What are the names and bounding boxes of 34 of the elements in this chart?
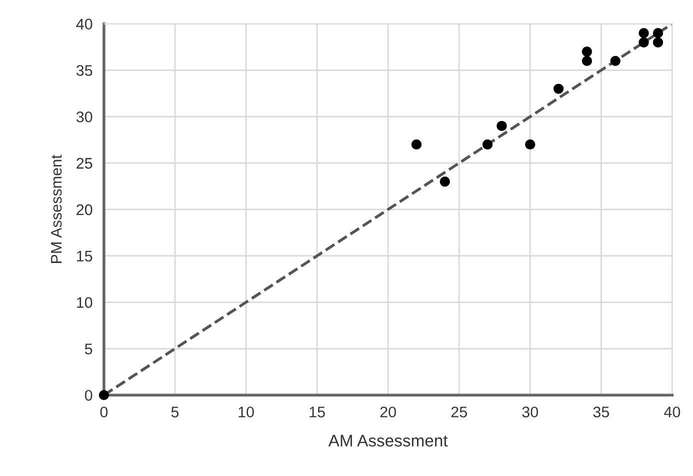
y-tick-label: 25 (76, 158, 92, 169)
x-tick-label: 5 (171, 406, 179, 418)
point (496, 120, 507, 131)
x-axis-title: AM Assessment (328, 434, 448, 447)
point (98, 390, 110, 400)
y-tick-label: 0 (84, 390, 92, 401)
x-tick-label: 35 (593, 406, 610, 418)
x-tick-label: 0 (100, 406, 108, 418)
y-tick-label: 15 (77, 250, 92, 262)
y-tick-label: 30 (76, 111, 92, 122)
y-tick-label: 35 (76, 65, 92, 76)
x-tick-label: 40 (664, 406, 680, 418)
y-tick-label: 10 (77, 297, 92, 308)
point (482, 139, 493, 150)
point (652, 37, 664, 48)
y-tick-label: 20 (76, 204, 92, 216)
x-tick-label: 20 (380, 406, 396, 418)
y-tick-label: 40 (76, 18, 92, 30)
point (553, 84, 564, 94)
x-tick-label: 30 (522, 406, 538, 418)
x-tick-label: 10 (238, 406, 254, 418)
point (582, 46, 592, 57)
point (610, 56, 620, 66)
point (638, 37, 649, 48)
x-tick-label: 25 (451, 406, 467, 418)
x-tick-label: 15 (310, 406, 325, 418)
point (652, 28, 664, 38)
point (582, 56, 592, 66)
y-tick-label: 5 (84, 344, 92, 354)
point (525, 139, 536, 150)
y-axis-title: PM Assessment (51, 154, 62, 263)
point (638, 28, 649, 38)
point (411, 139, 422, 150)
point (440, 176, 450, 187)
